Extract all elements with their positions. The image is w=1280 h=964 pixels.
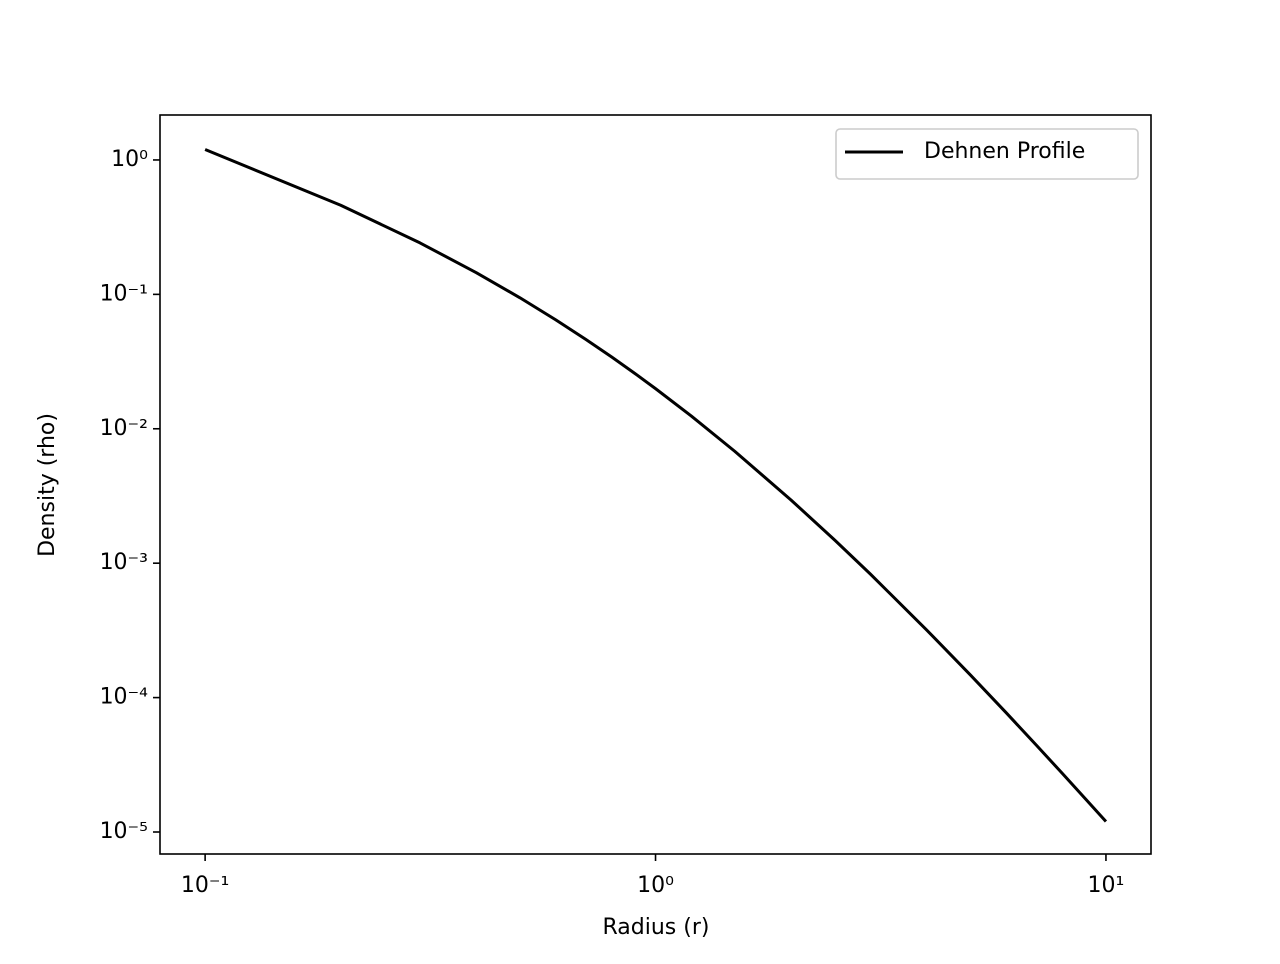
- y-tick-label: 10⁻²: [100, 416, 148, 441]
- y-axis-label: Density (rho): [35, 413, 60, 557]
- legend-label: Dehnen Profile: [924, 139, 1085, 164]
- y-tick-label: 10⁻¹: [100, 281, 148, 306]
- y-tick-label: 10⁰: [111, 147, 148, 172]
- data-line: [204, 148, 1108, 823]
- y-tick-label: 10⁻⁵: [100, 819, 148, 844]
- y-tick-label: 10⁻³: [100, 550, 148, 575]
- x-tick-label: 10⁻¹: [181, 873, 229, 898]
- y-tick-label: 10⁻⁴: [100, 685, 149, 710]
- legend-box: [835, 128, 1139, 180]
- x-tick-label: 10⁰: [637, 873, 674, 898]
- x-tick-label: 10¹: [1088, 873, 1125, 898]
- x-axis-label: Radius (r): [603, 915, 710, 940]
